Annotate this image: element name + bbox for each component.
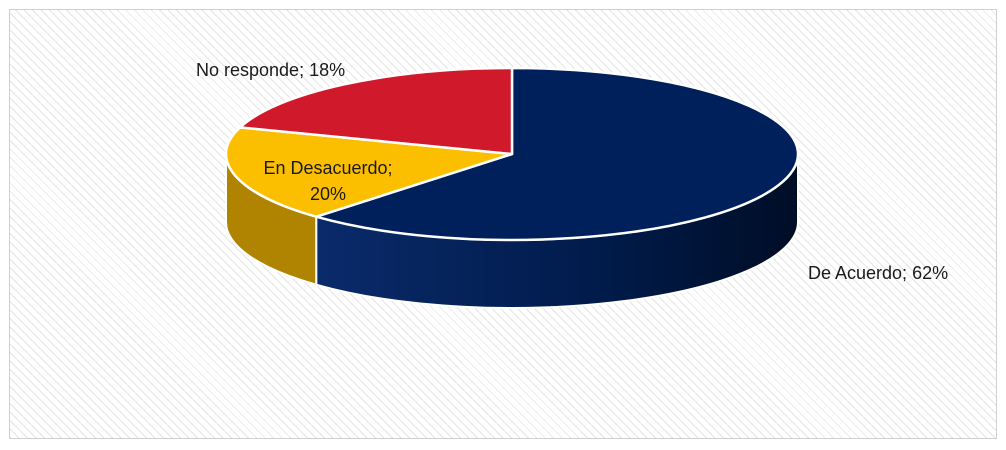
pie-slice-de-acuerdo (314, 66, 800, 242)
pie-label-en-desacuerdo: En Desacuerdo; 20% (263, 158, 392, 204)
pie-label-de-acuerdo: De Acuerdo; 62% (808, 263, 948, 283)
chart-area: De Acuerdo; 62% No responde; 18% En Desacu… (9, 9, 997, 439)
pie-slice-no-responde (224, 126, 514, 218)
pie-tops (224, 66, 800, 242)
pie-label-no-responde: No responde; 18% (196, 60, 345, 80)
pie-slice-en-desacuerdo (238, 66, 514, 156)
pie-labels: De Acuerdo; 62% No responde; 18% En Desacu… (196, 60, 948, 283)
pie-chart: De Acuerdo; 62% No responde; 18% En Desacu… (196, 60, 948, 309)
